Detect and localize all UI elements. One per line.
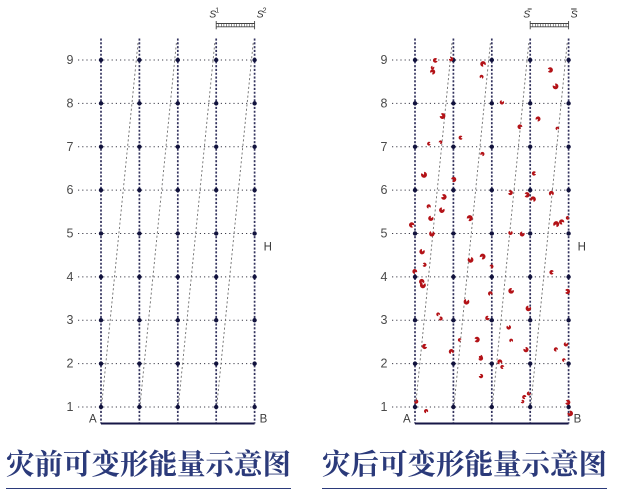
svg-text:A: A [89,414,97,426]
svg-text:5: 5 [381,227,388,241]
svg-text:4: 4 [381,270,388,284]
svg-text:A: A [403,414,411,426]
svg-text:2: 2 [67,357,74,371]
svg-text:9: 9 [67,53,74,67]
svg-text:B: B [574,414,582,426]
svg-text:2: 2 [381,357,388,371]
svg-text:B: B [260,414,268,426]
svg-text:H: H [578,242,586,254]
svg-text:7: 7 [381,140,388,154]
svg-text:S: S [571,9,578,21]
svg-text:6: 6 [381,183,388,197]
svg-text:6: 6 [67,183,74,197]
svg-text:8: 8 [381,96,388,110]
svg-text:7: 7 [67,140,74,154]
svg-text:5: 5 [67,227,74,241]
svg-text:4: 4 [67,270,74,284]
svg-text:1: 1 [215,8,219,15]
svg-text:1: 1 [67,400,74,414]
svg-text:2: 2 [263,8,267,15]
svg-text:1: 1 [381,400,388,414]
svg-text:H: H [264,242,272,254]
svg-text:3: 3 [67,313,74,327]
svg-text:8: 8 [67,96,74,110]
svg-text:3: 3 [381,313,388,327]
svg-text:S: S [523,9,530,21]
svg-text:9: 9 [381,53,388,67]
